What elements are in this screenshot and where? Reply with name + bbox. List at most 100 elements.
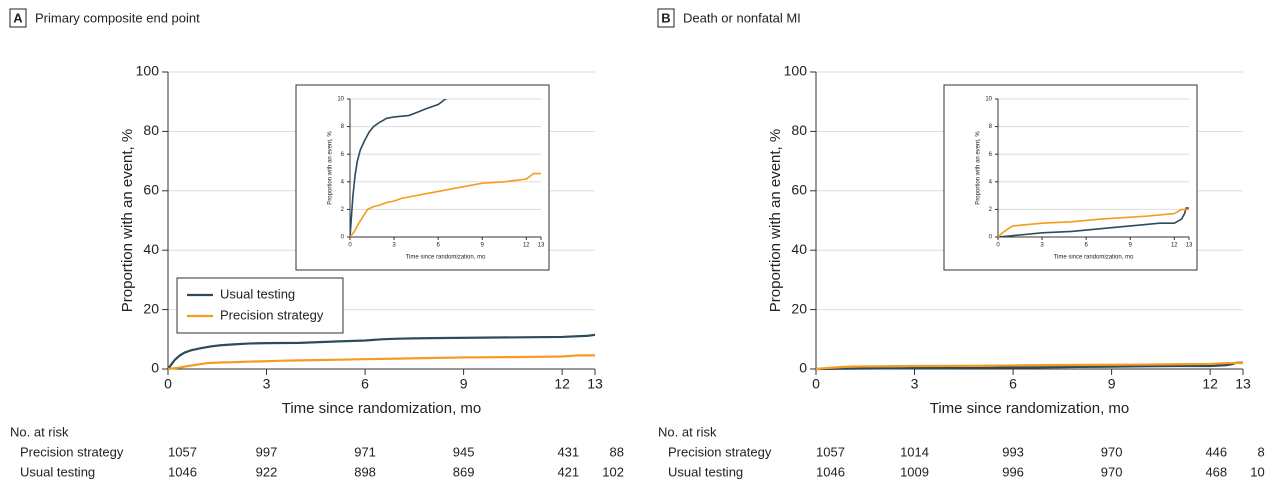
at-risk-value: 1057 (816, 444, 845, 459)
x-tick-label: 0 (996, 243, 1000, 249)
y-tick-label: 6 (989, 152, 993, 158)
y-tick-label: 60 (791, 182, 807, 198)
at-risk-value: 421 (557, 464, 579, 479)
at-risk-value: 1014 (900, 444, 929, 459)
at-risk-value: 922 (256, 464, 278, 479)
y-axis-label: Proportion with an event, % (119, 129, 136, 312)
at-risk-value: 996 (1002, 464, 1024, 479)
panel-title: Primary composite end point (35, 10, 200, 25)
x-tick-label: 13 (1235, 376, 1251, 392)
km-curve (815, 361, 1243, 371)
at-risk-value: 107 (1250, 464, 1265, 479)
at-risk-value: 1046 (816, 464, 845, 479)
legend-box (176, 277, 344, 334)
panel-label-box (9, 8, 27, 28)
y-axis-label: Proportion with an event, % (328, 131, 334, 205)
at-risk-value: 102 (602, 464, 624, 479)
km-curve (167, 354, 595, 371)
inset-curves (350, 99, 541, 237)
y-axis-label: Proportion with an event, % (767, 129, 784, 312)
at-risk-title: No. at risk (10, 424, 69, 439)
at-risk-value: 446 (1205, 444, 1227, 459)
x-tick-label: 3 (392, 243, 396, 249)
at-risk-value: 1046 (168, 464, 197, 479)
at-risk-value: 971 (354, 444, 376, 459)
at-risk-value: 970 (1101, 464, 1123, 479)
at-risk-row-name: Usual testing (668, 464, 743, 479)
x-tick-label: 9 (460, 376, 468, 392)
x-tick-label: 13 (1186, 243, 1193, 249)
x-tick-label: 3 (1040, 243, 1044, 249)
x-tick-label: 6 (1009, 376, 1017, 392)
x-tick-label: 12 (523, 243, 530, 249)
y-tick-label: 2 (341, 207, 345, 213)
legend-label: Precision strategy (220, 307, 324, 322)
x-tick-label: 0 (348, 243, 352, 249)
at-risk-value: 431 (557, 444, 579, 459)
at-risk-value: 1009 (900, 464, 929, 479)
inset-frame (943, 84, 1198, 271)
y-axis-label: Proportion with an event, % (976, 131, 982, 205)
x-tick-label: 12 (1171, 243, 1178, 249)
y-tick-label: 40 (791, 241, 807, 257)
x-tick-label: 12 (1202, 376, 1218, 392)
at-risk-value: 1057 (168, 444, 197, 459)
y-tick-label: 40 (143, 241, 159, 257)
inset-curves (998, 207, 1189, 237)
y-tick-label: 10 (337, 97, 344, 103)
y-tick-label: 10 (985, 97, 992, 103)
at-risk-row-name: Usual testing (20, 464, 95, 479)
at-risk-value: 468 (1205, 464, 1227, 479)
y-tick-label: 100 (136, 63, 160, 79)
x-tick-label: 3 (911, 376, 919, 392)
y-tick-label: 2 (989, 207, 993, 213)
x-tick-label: 13 (538, 243, 545, 249)
x-tick-label: 9 (481, 243, 485, 249)
x-axis-label: Time since randomization, mo (930, 400, 1130, 417)
panel-title: Death or nonfatal MI (683, 10, 801, 25)
x-tick-label: 3 (263, 376, 271, 392)
x-tick-label: 6 (1084, 243, 1088, 249)
panel-label-box (657, 8, 675, 28)
km-curve (998, 207, 1189, 237)
panel-label: B (661, 10, 670, 25)
y-tick-label: 20 (791, 300, 807, 316)
y-tick-label: 0 (341, 235, 345, 241)
x-tick-label: 12 (554, 376, 570, 392)
km-curve (350, 99, 448, 237)
x-tick-label: 6 (361, 376, 369, 392)
at-risk-value: 970 (1101, 444, 1123, 459)
km-curve (350, 172, 541, 237)
y-tick-label: 100 (784, 63, 808, 79)
at-risk-row-name: Precision strategy (668, 444, 772, 459)
x-tick-label: 9 (1108, 376, 1116, 392)
y-tick-label: 60 (143, 182, 159, 198)
at-risk-title: No. at risk (658, 424, 717, 439)
y-tick-label: 8 (989, 124, 993, 130)
x-tick-label: 13 (587, 376, 603, 392)
y-tick-label: 8 (341, 124, 345, 130)
y-tick-label: 4 (989, 179, 993, 185)
y-tick-label: 0 (989, 235, 993, 241)
inset-frame (295, 84, 550, 271)
x-axis-label: Time since randomization, mo (1054, 255, 1134, 261)
x-tick-label: 6 (436, 243, 440, 249)
y-tick-label: 0 (799, 360, 807, 376)
at-risk-value: 89 (1258, 444, 1265, 459)
y-tick-label: 80 (143, 122, 159, 138)
at-risk-value: 898 (354, 464, 376, 479)
x-axis-label: Time since randomization, mo (282, 400, 482, 417)
km-curve (815, 361, 1243, 371)
at-risk-value: 869 (453, 464, 475, 479)
at-risk-value: 993 (1002, 444, 1024, 459)
y-tick-label: 4 (341, 179, 345, 185)
y-tick-label: 0 (151, 360, 159, 376)
km-curve (998, 208, 1189, 237)
legend-label: Usual testing (220, 286, 295, 301)
at-risk-value: 945 (453, 444, 475, 459)
y-tick-label: 80 (791, 122, 807, 138)
at-risk-row-name: Precision strategy (20, 444, 124, 459)
y-tick-label: 20 (143, 300, 159, 316)
x-tick-label: 0 (164, 376, 172, 392)
